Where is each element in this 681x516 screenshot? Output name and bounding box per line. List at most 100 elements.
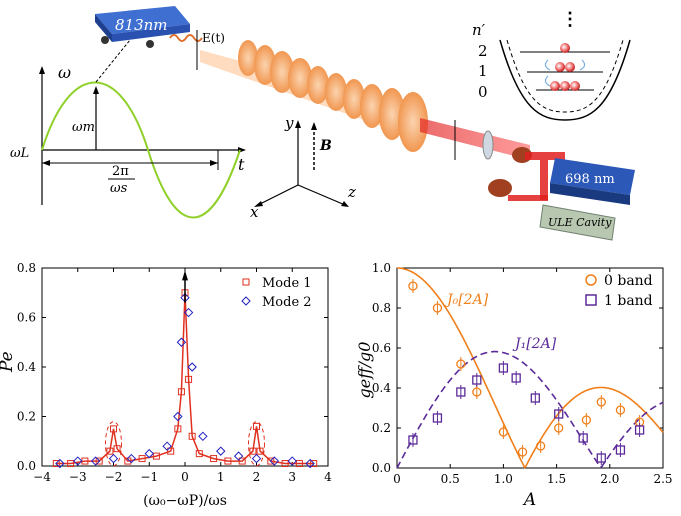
band-0-point xyxy=(432,303,443,313)
mode-1-point xyxy=(210,455,218,463)
y-tick-label: 0.0 xyxy=(372,461,391,475)
band-0-point xyxy=(456,359,466,369)
setup-illustration: 813nm E(t) xyxy=(10,6,635,241)
mode-1-line xyxy=(56,292,314,465)
legend-band-0-label: 0 band xyxy=(604,273,653,289)
modulation-inset: ω t ωm ωL 2π ωs xyxy=(10,39,246,219)
band-1-point xyxy=(511,373,521,383)
mode-1-point xyxy=(177,388,185,396)
band-1-point xyxy=(408,435,418,445)
x-tick-label: 3 xyxy=(288,470,296,484)
band-inset: ⋮ n′ 2 1 0 xyxy=(472,9,631,121)
band-2-label: 2 xyxy=(478,42,488,60)
band-1-point xyxy=(615,445,626,455)
mode-2-point xyxy=(108,453,119,464)
y-tick-label: 0.2 xyxy=(17,410,36,424)
y-tick-label: 0.4 xyxy=(17,360,36,374)
x-tick-label: −3 xyxy=(69,470,87,484)
curve-j02a xyxy=(397,267,664,469)
mode-1-point xyxy=(67,460,75,468)
y-tick-label: 0.6 xyxy=(17,311,36,325)
x-tick-label: 0.5 xyxy=(441,472,460,486)
center-arrowhead xyxy=(182,270,188,281)
axis-x-label: x xyxy=(250,203,259,221)
band-1-point xyxy=(456,387,466,397)
sideband-ellipse-left xyxy=(105,421,122,467)
y-axis-label: geff/g0 xyxy=(355,342,374,399)
mode-2-point xyxy=(251,453,262,464)
mode-1-point xyxy=(238,457,246,465)
mode-2-point xyxy=(216,446,226,456)
mode-1-point xyxy=(195,450,203,458)
mode-1-point xyxy=(174,425,182,433)
laser-698-box: 698 nm xyxy=(550,158,635,205)
band-0-point xyxy=(472,387,482,397)
omega-m-label: ωm xyxy=(72,120,95,135)
band-0-point xyxy=(596,397,606,407)
y-tick-label: 0.8 xyxy=(372,301,391,315)
band-1-point xyxy=(578,433,588,443)
mode-2-point xyxy=(305,458,315,469)
legend-mode-2-label: Mode 2 xyxy=(262,295,312,310)
mode-1-point xyxy=(106,447,114,455)
probe-beam xyxy=(420,118,530,160)
legend-band-1-marker xyxy=(585,294,597,306)
omega-axis-label: ω xyxy=(58,63,71,82)
legend-band-0-marker xyxy=(585,274,597,286)
curve-j1-label: J₁[2A] xyxy=(512,336,557,352)
mode-2-point xyxy=(269,456,280,466)
mode-1-point xyxy=(152,452,160,460)
mode-2-point xyxy=(55,458,65,469)
band-0-point xyxy=(581,415,592,425)
laser-698-label: 698 nm xyxy=(565,172,615,187)
x-tick-label: 1.5 xyxy=(547,472,566,486)
mode-1-point xyxy=(52,460,60,468)
mode-1-point xyxy=(188,432,196,440)
bfield-label: B xyxy=(319,138,332,154)
efield-label: E(t) xyxy=(202,31,225,45)
band-0-point xyxy=(408,281,418,291)
plot-frame xyxy=(396,267,664,469)
mode-2-point xyxy=(73,456,83,466)
mode-2-point xyxy=(173,411,183,422)
band-0-point xyxy=(498,427,509,437)
x-tick-label: 0 xyxy=(393,472,401,486)
mode-1-point xyxy=(295,460,303,468)
laser-813-box: 813nm xyxy=(95,6,190,48)
curve-j0-label: J₀[2A] xyxy=(444,292,489,308)
mode-1-point xyxy=(310,460,318,468)
mode-1-point xyxy=(224,457,232,465)
coordinate-axes: y z x B xyxy=(250,114,356,221)
mode-1-point xyxy=(185,375,193,383)
y-tick-label: 0.6 xyxy=(372,341,391,355)
y-tick-label: 0.2 xyxy=(372,421,391,435)
sideband-ellipse-right xyxy=(248,421,265,467)
beam-segment-3 xyxy=(508,195,548,201)
mode-1-point xyxy=(113,445,121,453)
mode-1-point xyxy=(95,457,103,465)
laser-813-label: 813nm xyxy=(115,16,168,34)
nprime-label: n′ xyxy=(472,21,486,39)
band-1-point xyxy=(432,413,443,423)
mode-2-point xyxy=(233,451,244,461)
mode-2-point xyxy=(287,456,297,466)
band-0-point xyxy=(554,423,564,433)
omega-l-label: ωL xyxy=(10,146,29,161)
spectrum-chart: −4 −3 −2 −1 0 1 2 3 4 0.0 0.2 0.4 0.6 0.8 (ω₀−ωP)/ωs Pe… xyxy=(0,261,332,509)
band-1-point xyxy=(498,363,509,373)
legend-band-1-label: 1 band xyxy=(604,293,653,309)
period-denominator: ωs xyxy=(110,181,128,196)
band-1-point xyxy=(634,425,645,435)
y-tick-label: 0.0 xyxy=(17,459,36,473)
curve-j12a xyxy=(396,350,664,469)
mode-2-point xyxy=(144,448,154,459)
x-tick-label: 4 xyxy=(324,470,332,484)
band-dots: ⋮ xyxy=(561,9,579,30)
mode-1-point xyxy=(138,455,146,463)
mode-2-point xyxy=(176,337,187,347)
x-tick-label: 1 xyxy=(217,470,225,484)
beam-segment-2 xyxy=(540,160,548,200)
legend-mode-2-marker xyxy=(241,296,251,306)
band-0-point xyxy=(615,405,626,415)
